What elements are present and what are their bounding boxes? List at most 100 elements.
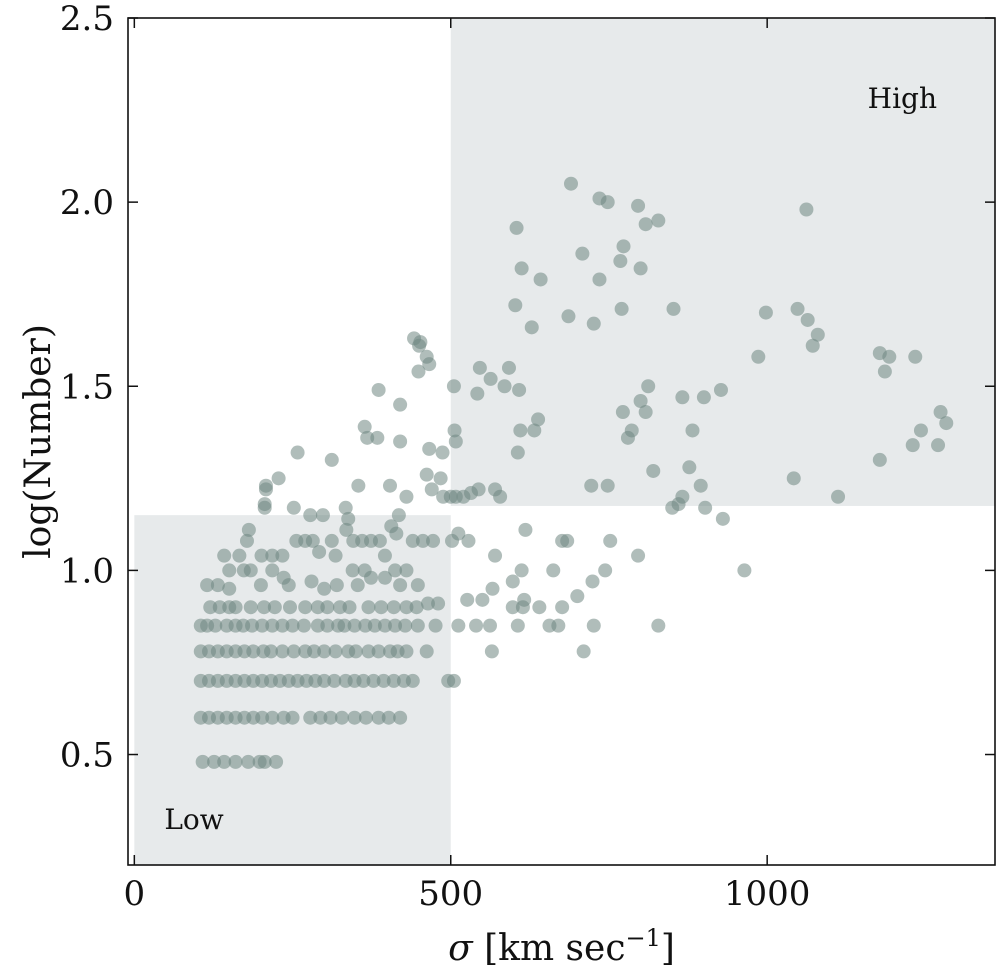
data-point [531, 412, 546, 427]
data-point [275, 644, 290, 659]
data-point [341, 511, 356, 526]
data-point [493, 489, 508, 504]
data-point [320, 600, 335, 615]
x-axis-title-unit: [km sec [473, 928, 626, 969]
data-point [570, 589, 585, 604]
y-tick-label: 2.5 [60, 0, 114, 39]
data-point [388, 618, 403, 633]
data-point [586, 316, 601, 331]
data-point [484, 644, 499, 659]
data-point [312, 544, 327, 559]
data-point [422, 357, 437, 372]
data-point [751, 349, 766, 364]
data-point [327, 673, 342, 688]
data-point [524, 320, 539, 335]
data-point [532, 600, 547, 615]
data-point [370, 430, 385, 445]
data-point [254, 548, 269, 563]
y-tick-label: 0.5 [60, 736, 114, 776]
data-point [586, 618, 601, 633]
data-point [633, 261, 648, 276]
data-point [799, 202, 814, 217]
data-point [431, 596, 446, 611]
data-point [315, 508, 330, 523]
data-point [255, 618, 270, 633]
data-point [334, 710, 349, 725]
data-point [296, 618, 311, 633]
data-point [351, 478, 366, 493]
data-point [265, 618, 280, 633]
tick-labels: 0 500 1000 0.5 1.0 1.5 2.0 2.5 [60, 0, 811, 914]
data-point [307, 644, 322, 659]
data-point [488, 548, 503, 563]
x-axis-title-exponent: −1 [625, 924, 660, 952]
y-tick-label: 2.0 [60, 183, 114, 223]
data-point [713, 382, 728, 397]
data-point [265, 563, 280, 578]
data-point [641, 379, 656, 394]
data-point [600, 195, 615, 210]
data-point [682, 460, 697, 475]
data-point [508, 298, 523, 313]
data-point [374, 600, 389, 615]
data-point [361, 600, 376, 615]
data-point [461, 533, 476, 548]
data-point [448, 434, 463, 449]
data-point [483, 371, 498, 386]
data-point [600, 478, 615, 493]
data-point [470, 386, 485, 401]
data-point [424, 482, 439, 497]
data-point [810, 327, 825, 342]
data-point [422, 441, 437, 456]
data-point [931, 438, 946, 453]
data-point [633, 393, 648, 408]
data-point [241, 522, 256, 537]
data-point [546, 563, 561, 578]
data-point [616, 239, 631, 254]
data-point [666, 301, 681, 316]
data-point [413, 335, 428, 350]
data-point [257, 600, 272, 615]
data-point [518, 522, 533, 537]
x-tick-label: 500 [418, 874, 483, 914]
data-point [317, 581, 332, 596]
data-point [371, 644, 386, 659]
data-point [905, 438, 920, 453]
data-point [527, 423, 542, 438]
data-point [603, 533, 618, 548]
data-point [304, 574, 319, 589]
data-point [243, 563, 258, 578]
data-point [563, 176, 578, 191]
data-point [303, 508, 318, 523]
data-point [908, 349, 923, 364]
data-point [575, 246, 590, 261]
data-point [555, 600, 570, 615]
data-point [576, 644, 591, 659]
data-point [328, 644, 343, 659]
data-point [217, 754, 232, 769]
data-point [446, 673, 461, 688]
data-point [415, 533, 430, 548]
data-point [510, 618, 525, 633]
data-point [715, 511, 730, 526]
data-point [638, 405, 653, 420]
data-point [303, 710, 318, 725]
data-point [323, 710, 338, 725]
data-point [665, 500, 680, 515]
data-point [393, 397, 408, 412]
data-point [361, 644, 376, 659]
region-label-low: Low [164, 803, 223, 836]
data-point [877, 364, 892, 379]
data-point [275, 618, 290, 633]
data-point [460, 592, 475, 607]
data-point [285, 618, 300, 633]
data-point [693, 478, 708, 493]
region-labels: Low High [164, 82, 937, 836]
data-point [338, 500, 353, 515]
data-point [286, 500, 301, 515]
data-point [393, 434, 408, 449]
data-point [367, 618, 382, 633]
data-point [357, 419, 372, 434]
data-point [399, 644, 414, 659]
data-point [638, 217, 653, 232]
